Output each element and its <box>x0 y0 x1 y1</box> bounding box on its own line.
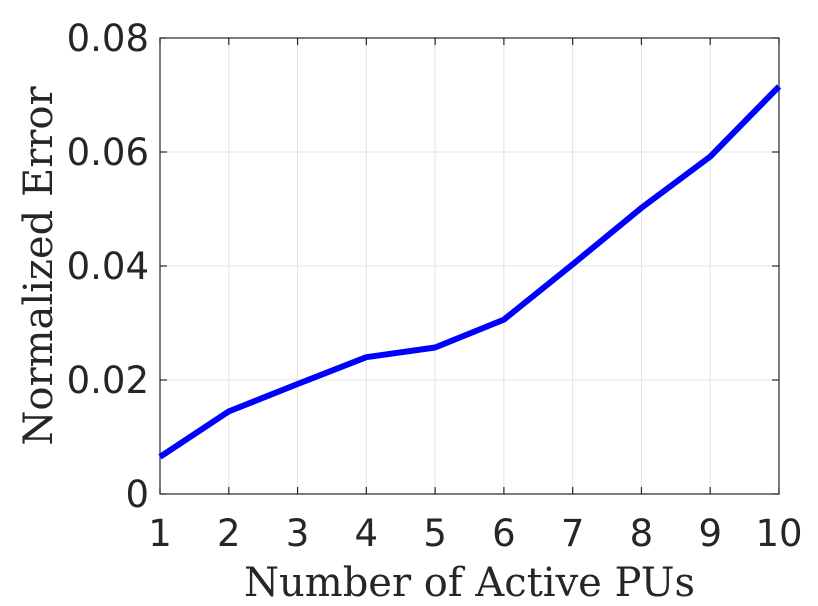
x-tick-labels: 1 2 3 4 5 6 7 8 9 10 <box>148 512 802 555</box>
x-tick-label: 9 <box>698 512 722 555</box>
y-tick-label: 0.06 <box>67 131 149 174</box>
grid-layer <box>159 37 780 495</box>
x-tick-label: 2 <box>217 512 241 555</box>
x-tick-label: 5 <box>423 512 447 555</box>
series-line-1 <box>158 84 782 460</box>
x-tick-label: 4 <box>355 512 379 555</box>
x-tick-label: 8 <box>630 512 654 555</box>
series-layer <box>158 84 782 460</box>
x-tick-label: 10 <box>755 512 802 555</box>
y-tick-label: 0.08 <box>67 17 149 60</box>
y-axis-title: Normalized Error <box>16 85 62 445</box>
x-tick-label: 1 <box>148 512 172 555</box>
x-tick-label: 7 <box>561 512 585 555</box>
y-tick-labels: 0 0.02 0.04 0.06 0.08 <box>67 17 149 516</box>
y-tick-label: 0.02 <box>67 359 149 402</box>
tick-layer <box>159 37 780 495</box>
x-tick-label: 3 <box>286 512 310 555</box>
y-tick-label: 0 <box>125 473 149 516</box>
x-axis-title: Number of Active PUs <box>244 560 695 606</box>
x-tick-label: 6 <box>492 512 516 555</box>
y-tick-label: 0.04 <box>67 245 149 288</box>
